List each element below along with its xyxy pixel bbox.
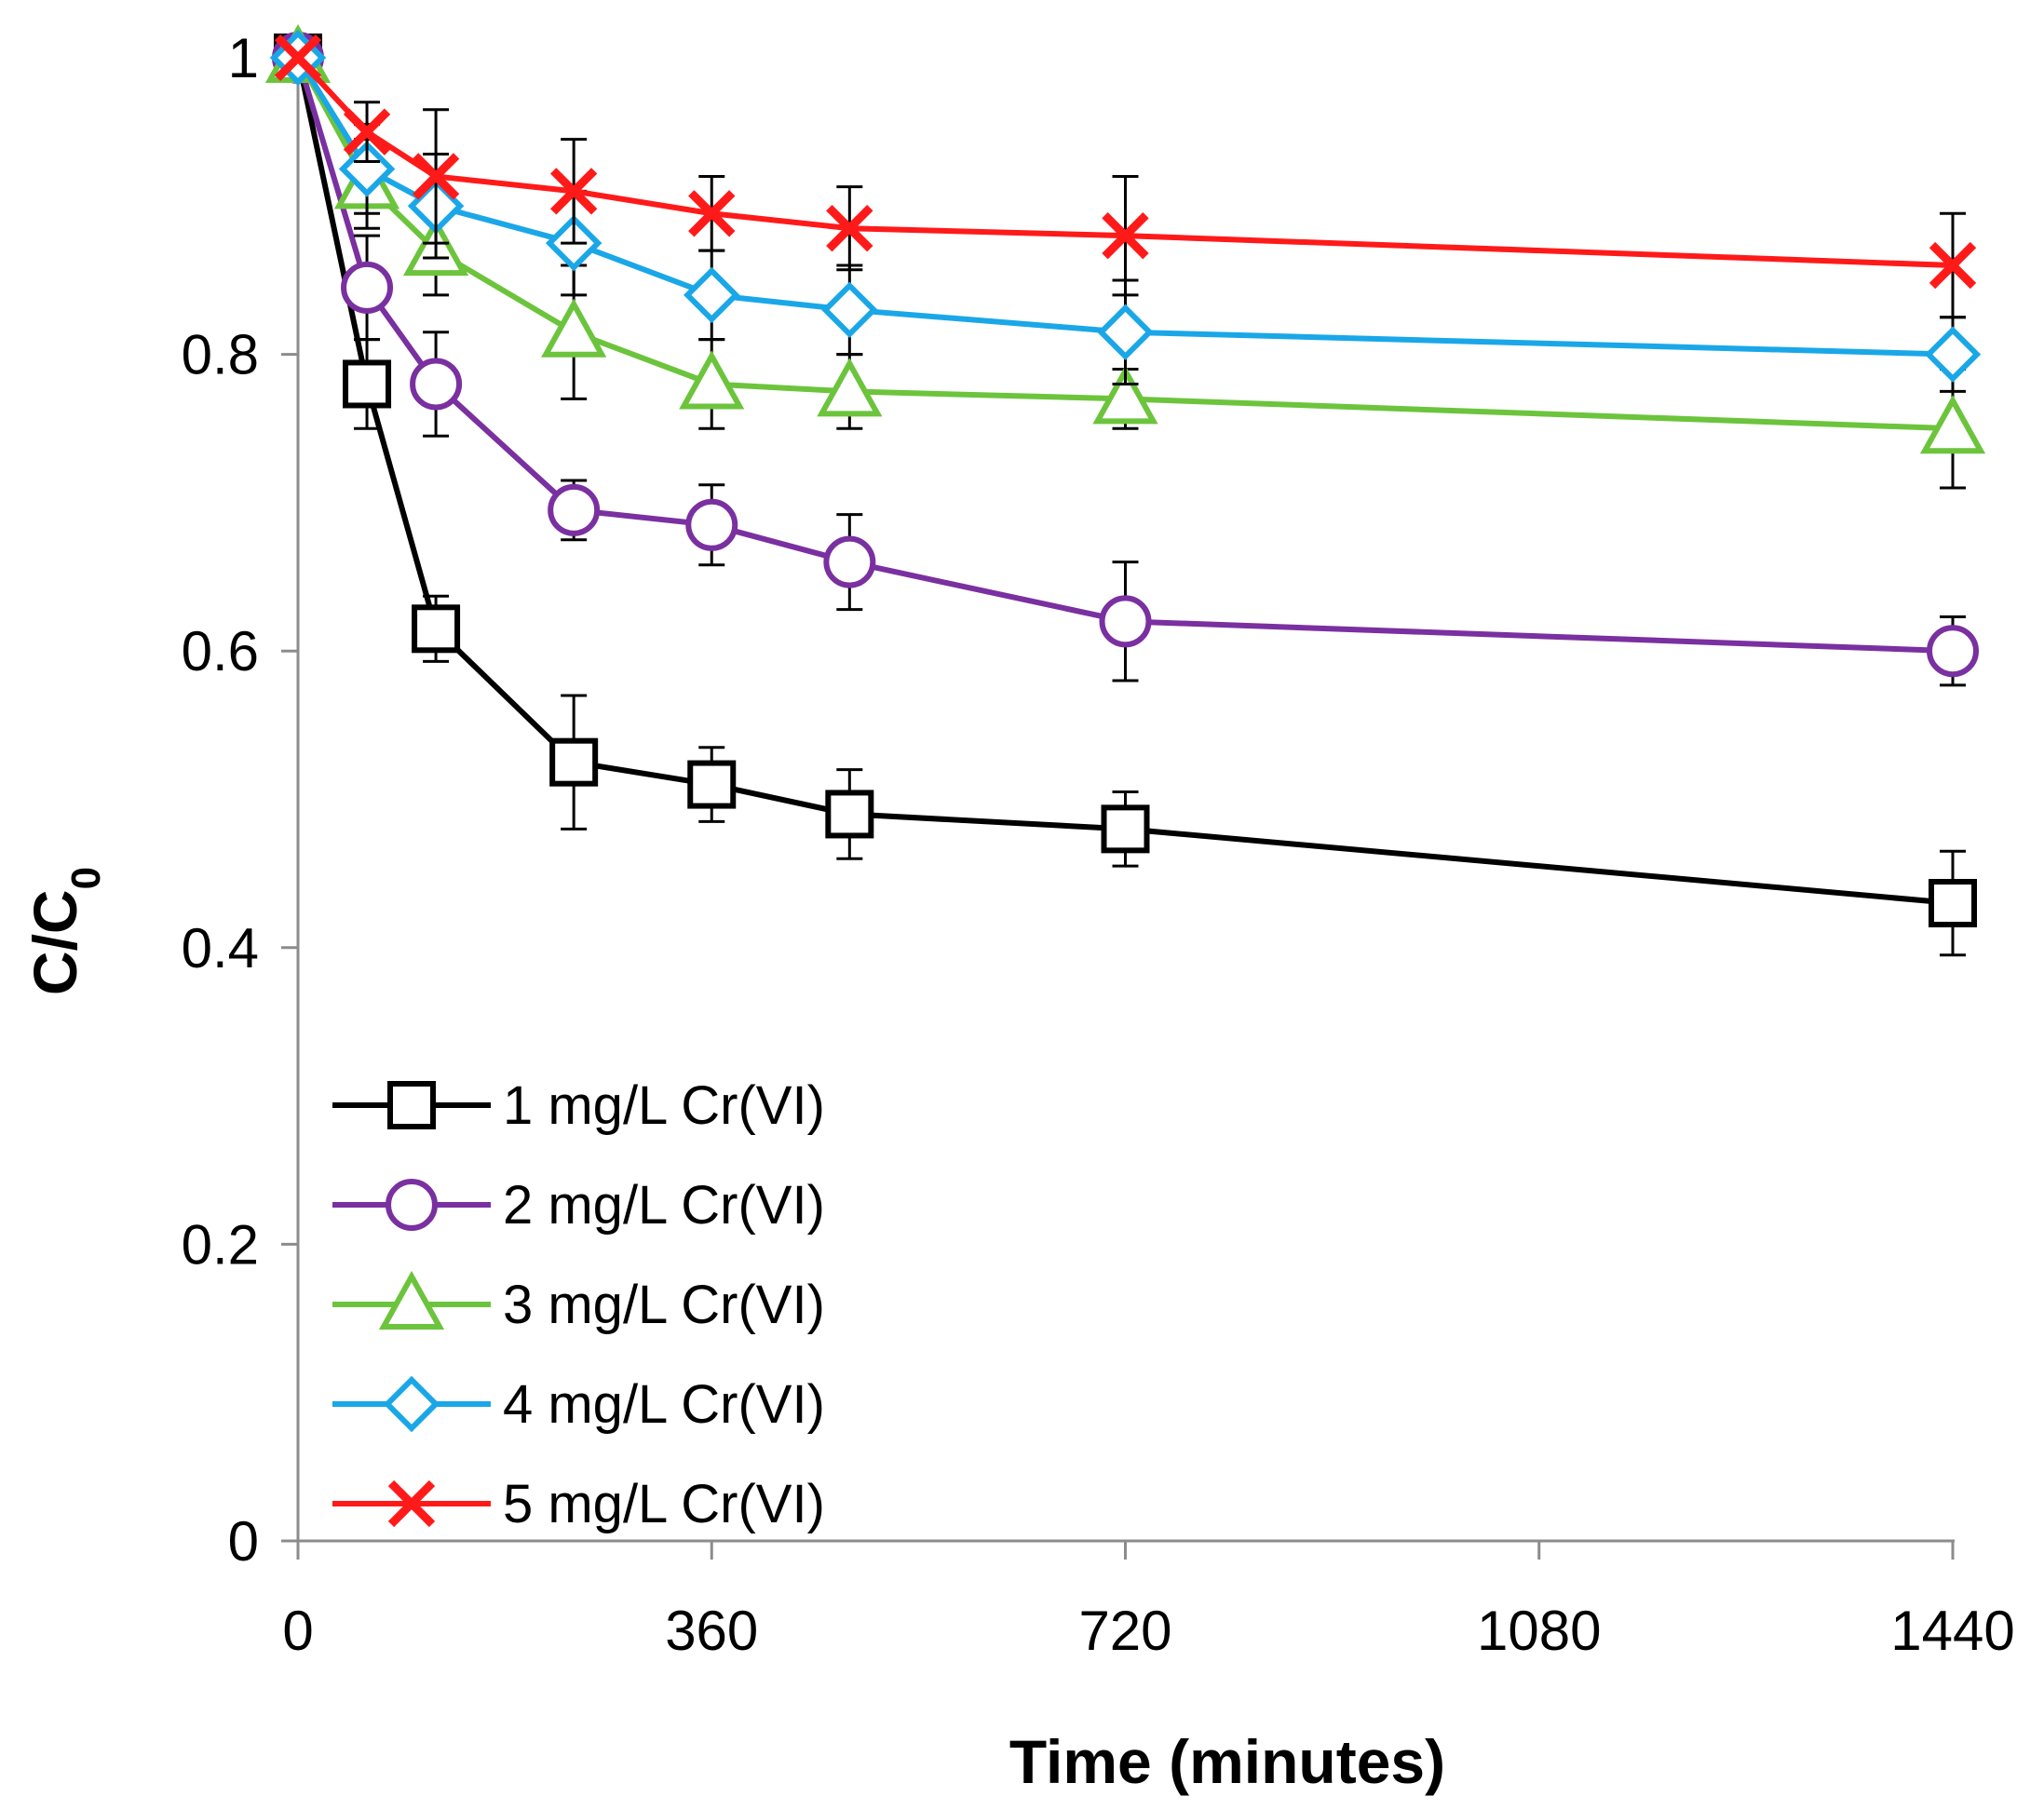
y-axis-title-main: C/C (20, 889, 89, 995)
data-point (684, 266, 740, 324)
legend-item-3: 3 mg/L Cr(VI) (332, 1270, 825, 1335)
data-point (825, 790, 874, 839)
data-point (549, 168, 598, 215)
legend-label: 2 mg/L Cr(VI) (503, 1175, 825, 1236)
data-point (1919, 395, 1986, 454)
data-point (687, 760, 737, 809)
data-point (823, 535, 876, 588)
legend-label: 1 mg/L Cr(VI) (503, 1075, 825, 1136)
data-point (821, 281, 878, 339)
data-point (688, 190, 736, 237)
data-point (1929, 879, 1977, 928)
x-tick-label: 360 (665, 1600, 758, 1662)
y-tick-label: 0.6 (182, 620, 259, 682)
x-tick-labels: 0 360 720 1080 1440 (282, 1600, 2014, 1662)
y-tick-label: 0.8 (182, 324, 259, 386)
y-tick-label: 1 (228, 27, 259, 89)
legend-marker (387, 1479, 436, 1528)
data-point (412, 604, 461, 654)
x-tick-label: 720 (1078, 1600, 1171, 1662)
legend-label: 3 mg/L Cr(VI) (503, 1275, 825, 1335)
data-point (1102, 211, 1149, 260)
series-5 (274, 34, 1977, 319)
legend-item-1: 1 mg/L Cr(VI) (332, 1075, 825, 1136)
data-point (274, 34, 322, 82)
legend-marker (378, 1270, 445, 1330)
axes (281, 50, 1955, 1560)
x-tick-label: 1440 (1890, 1600, 2014, 1662)
data-point (679, 350, 745, 410)
data-point (548, 483, 601, 536)
data-point (1929, 241, 1977, 290)
legend-marker (386, 1179, 438, 1231)
legend-item-4: 4 mg/L Cr(VI) (332, 1374, 825, 1435)
series-2 (272, 32, 1979, 687)
x-tick-label: 1080 (1477, 1600, 1601, 1662)
series-layer (264, 23, 1986, 957)
data-point (1924, 326, 1982, 383)
data-point (341, 261, 394, 314)
series-line (295, 57, 1954, 906)
data-point (1099, 595, 1152, 648)
data-point (410, 358, 463, 411)
data-point (685, 498, 738, 551)
legend-item-2: 2 mg/L Cr(VI) (332, 1175, 825, 1236)
data-point (1097, 304, 1154, 360)
legend-marker (383, 1375, 440, 1433)
x-axis-title: Time (minutes) (1009, 1727, 1445, 1796)
y-axis-title: C/C0 (20, 867, 109, 995)
legend-marker (387, 1081, 436, 1129)
series-1 (274, 34, 1977, 957)
y-tick-label: 0 (228, 1510, 259, 1573)
data-point (1927, 625, 1979, 678)
y-tick-label: 0.2 (182, 1213, 259, 1276)
data-point (817, 358, 883, 417)
data-point (338, 141, 396, 197)
data-point (412, 153, 460, 200)
data-point (826, 205, 873, 252)
data-point (343, 359, 392, 409)
data-point (541, 298, 607, 358)
y-axis-title-subscript: 0 (63, 867, 109, 889)
legend-item-5: 5 mg/L Cr(VI) (332, 1474, 825, 1534)
y-tick-label: 0.4 (182, 917, 259, 979)
x-tick-label: 0 (282, 1600, 313, 1662)
data-point (549, 737, 599, 787)
data-point (1101, 804, 1150, 854)
legend-label: 4 mg/L Cr(VI) (503, 1374, 825, 1435)
legend-label: 5 mg/L Cr(VI) (503, 1474, 825, 1534)
data-point (1092, 365, 1158, 425)
y-tick-labels: 0 0.2 0.4 0.6 0.8 1 (182, 27, 259, 1573)
legend: 1 mg/L Cr(VI) 2 mg/L Cr(VI) 3 mg/L Cr(VI) 4… (332, 1075, 825, 1534)
data-point (343, 108, 391, 155)
